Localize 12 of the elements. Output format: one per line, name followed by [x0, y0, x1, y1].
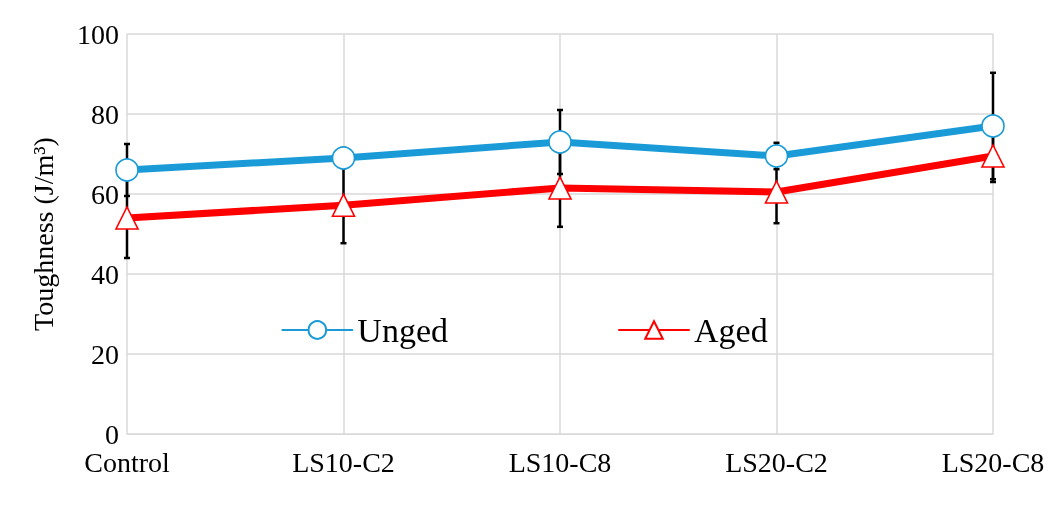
x-tick-label: LS10-C2 — [292, 446, 395, 478]
x-tick-label: LS10-C8 — [508, 446, 612, 478]
x-tick-label: LS20-C8 — [941, 446, 1045, 478]
y-tick-label: 80 — [91, 98, 119, 130]
y-tick-label: 20 — [91, 338, 119, 370]
legend-label: Aged — [694, 311, 768, 349]
y-tick-label: 40 — [91, 258, 119, 290]
legend-label: Unged — [357, 311, 449, 349]
y-tick-label: 100 — [77, 18, 119, 50]
y-tick-label: 60 — [91, 178, 119, 210]
x-tick-label: LS20-C2 — [725, 446, 828, 478]
y-axis-title: Toughness (J/m³) — [27, 137, 59, 331]
